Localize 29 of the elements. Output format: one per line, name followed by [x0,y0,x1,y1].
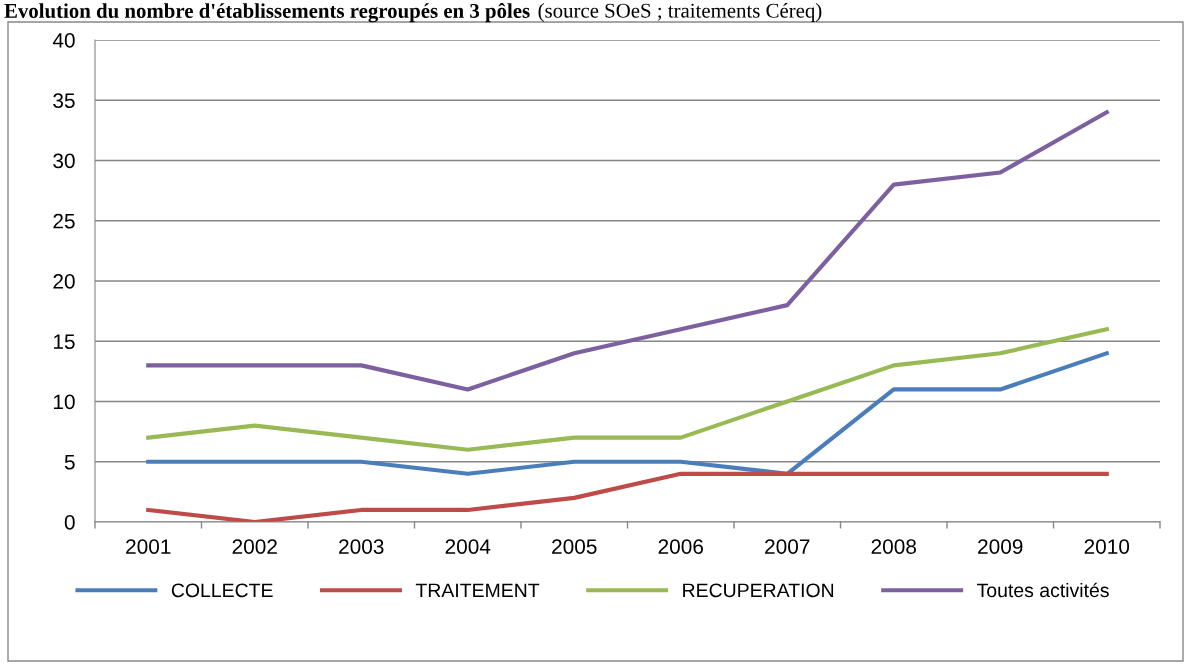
x-tick-label: 2009 [978,539,1023,554]
x-tick-label: 2005 [552,539,597,554]
chart-title: Evolution du nombre d'établissements regroupés en 3 pôles [4,3,530,23]
y-tick-label: 15 [53,334,75,349]
line-series [146,327,1109,452]
y-tick-label: 40 [52,33,75,48]
y-tick-label: 25 [53,213,75,229]
x-tick-label: 2003 [339,539,384,554]
y-tick-label: 20 [53,274,75,289]
y-tick-label: 35 [53,93,75,108]
x-tick-label: 2002 [232,539,277,554]
legend-label: Toutes activités [977,582,1109,598]
legend-label: RECUPERATION [683,583,834,598]
x-tick-label: 2010 [1084,539,1130,554]
line-series [146,110,1109,392]
legend-label: COLLECTE [171,583,273,598]
line-series [146,471,1109,522]
x-tick-label: 2001 [126,539,171,554]
y-tick-label: 5 [64,454,75,470]
x-tick-label: 2007 [765,539,810,554]
x-tick-label: 2006 [658,539,704,554]
line-series [146,351,1109,476]
y-tick-label: 30 [53,153,75,169]
x-tick-label: 2004 [445,539,491,554]
y-tick-label: 10 [53,394,75,410]
legend-label: TRAITEMENT [415,583,540,598]
chart-subtitle: (source SOeS ; traitements Céreq) [538,3,822,22]
x-tick-label: 2008 [871,539,917,554]
y-tick-label: 0 [64,515,75,530]
